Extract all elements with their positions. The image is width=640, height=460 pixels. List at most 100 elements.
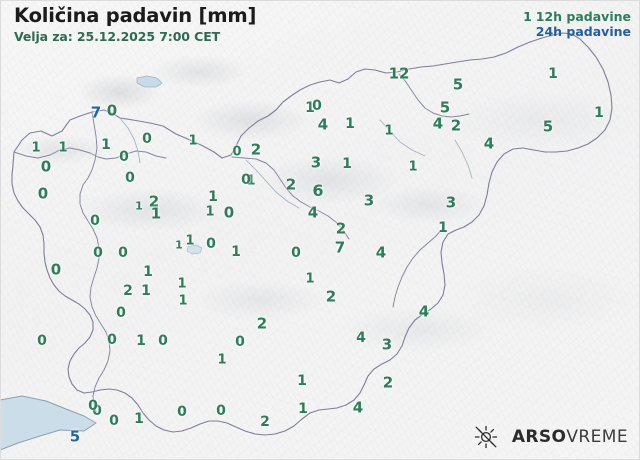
lake-cerknica	[186, 244, 203, 255]
station-value: 4	[375, 243, 387, 262]
station-value: 1	[297, 373, 307, 389]
station-value: 0	[37, 184, 49, 203]
station-value: 0	[119, 149, 129, 165]
station-value: 1	[305, 100, 315, 116]
station-value: 0	[177, 404, 187, 420]
station-value: 2	[256, 314, 268, 333]
sea-area	[0, 395, 97, 451]
station-value: 1	[58, 140, 68, 156]
station-value: 3	[445, 193, 457, 212]
station-value: 1	[143, 264, 153, 280]
station-value: 4	[352, 398, 364, 417]
station-value: 4	[317, 115, 329, 134]
station-value: 1	[31, 140, 41, 156]
station-value: 3	[363, 191, 375, 210]
legend-row-12h: 1 12h padavine	[523, 9, 631, 24]
station-value: 4	[356, 330, 366, 346]
station-value: 1	[208, 189, 218, 205]
valid-time-label: Velja za: 25.12.2025 7:00 CET	[14, 29, 221, 45]
legend-label-24h: 24h padavine	[535, 24, 631, 40]
station-value: 0	[116, 305, 126, 321]
station-value: 1	[438, 220, 448, 236]
station-value: 0	[312, 98, 322, 114]
station-value: 0	[90, 213, 100, 229]
station-value: 0	[235, 334, 245, 350]
sun-rays-icon	[474, 425, 498, 449]
station-value: 1	[177, 276, 187, 292]
station-value: 4	[432, 114, 444, 133]
brand-text: ARSOVREME	[512, 427, 628, 447]
station-value: 2	[123, 283, 133, 299]
station-value: 2	[285, 175, 297, 194]
station-value: 2	[148, 192, 160, 211]
station-value: 4	[418, 302, 430, 321]
arso-vreme-logo: ARSOVREME	[473, 424, 628, 450]
legend-sample-value: 1	[523, 9, 532, 24]
legend: 1 12h padavine 24h padavine	[523, 9, 631, 40]
station-value: 0	[88, 398, 98, 414]
station-value: 1	[205, 204, 215, 220]
station-value: 1	[135, 199, 143, 213]
brand-vreme: VREME	[566, 427, 628, 447]
station-value: 1	[217, 352, 227, 368]
station-value: 0	[118, 245, 128, 261]
station-value: 0	[158, 333, 168, 349]
station-value: 2	[250, 140, 262, 159]
station-value: 0	[107, 332, 117, 348]
station-value: 0	[92, 403, 102, 419]
station-value: 12	[388, 64, 410, 83]
station-value: 7	[334, 238, 346, 257]
station-value: 1	[231, 244, 241, 260]
brand-arso: ARSO	[511, 427, 567, 447]
page-title: Količina padavin [mm]	[14, 4, 257, 27]
station-value: 0	[109, 413, 119, 429]
station-value: 0	[93, 245, 103, 261]
station-value: 0	[125, 170, 135, 186]
station-value: 0	[106, 101, 118, 120]
station-value: 0	[37, 333, 47, 349]
station-value: 1	[342, 156, 352, 172]
station-value: 5	[452, 75, 464, 94]
station-value: 1	[141, 283, 151, 299]
station-value: 5	[542, 117, 554, 136]
lake-bled	[136, 75, 163, 88]
station-value: 0	[232, 144, 242, 160]
station-value: 0	[216, 403, 226, 419]
station-value: 7	[90, 103, 102, 122]
station-value: 4	[307, 203, 319, 222]
station-value: 1	[101, 137, 111, 153]
legend-label-12h: 12h padavine	[535, 9, 631, 24]
station-value: 1	[408, 159, 418, 175]
station-value: 1	[150, 204, 162, 223]
station-value: 1	[175, 238, 183, 252]
map-header: Količina padavin [mm] Velja za: 25.12.20…	[14, 4, 257, 45]
national-border	[11, 32, 613, 436]
legend-row-24h: 24h padavine	[523, 24, 631, 39]
station-value: 6	[312, 181, 324, 200]
station-value: 0	[40, 157, 52, 176]
western-internal-boundary	[79, 111, 111, 414]
central-internal-boundary	[231, 156, 350, 240]
station-value: 0	[223, 203, 235, 222]
station-value: 2	[335, 219, 347, 238]
station-value: 2	[260, 414, 270, 430]
station-value: 4	[483, 134, 495, 153]
station-value: 2	[325, 287, 337, 306]
station-value: 0	[291, 245, 301, 261]
station-value: 0	[142, 131, 152, 147]
northern-internal-boundary	[13, 147, 167, 160]
station-value: 3	[381, 335, 393, 354]
station-value: 1	[305, 271, 315, 287]
station-value: 3	[310, 153, 322, 172]
station-value: 1	[136, 333, 146, 349]
station-value: 1	[548, 66, 558, 82]
station-value: 1	[384, 123, 394, 139]
eastern-internal-boundary	[398, 73, 470, 118]
station-value: 1	[246, 173, 256, 189]
southeast-internal-boundary	[392, 227, 444, 308]
station-value: 5	[69, 427, 81, 446]
